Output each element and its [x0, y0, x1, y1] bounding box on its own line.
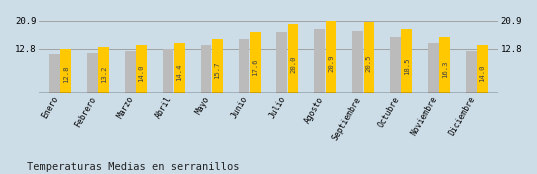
Bar	[87, 53, 98, 93]
Text: Temperaturas Medias en serranillos: Temperaturas Medias en serranillos	[27, 162, 240, 172]
Bar	[61, 49, 71, 93]
Text: 14.0: 14.0	[139, 64, 144, 82]
Bar	[402, 29, 412, 93]
Text: 15.7: 15.7	[214, 62, 220, 79]
Text: 20.9: 20.9	[328, 54, 334, 72]
Bar	[212, 39, 223, 93]
Bar	[136, 45, 147, 93]
Bar	[250, 32, 260, 93]
Bar	[466, 50, 476, 93]
Text: 20.5: 20.5	[366, 55, 372, 72]
Bar	[428, 44, 439, 93]
Bar	[288, 24, 299, 93]
Text: 13.2: 13.2	[100, 65, 107, 83]
Text: 14.4: 14.4	[177, 64, 183, 81]
Text: 16.3: 16.3	[441, 61, 448, 78]
Bar	[201, 45, 211, 93]
Bar	[174, 43, 185, 93]
Bar	[477, 45, 488, 93]
Bar	[390, 37, 401, 93]
Bar	[364, 22, 374, 93]
Bar	[238, 39, 249, 93]
Bar	[352, 31, 363, 93]
Bar	[125, 50, 135, 93]
Bar	[163, 49, 173, 93]
Text: 17.6: 17.6	[252, 59, 258, 76]
Bar	[314, 29, 325, 93]
Bar	[326, 21, 336, 93]
Bar	[98, 48, 109, 93]
Text: 14.0: 14.0	[480, 64, 485, 82]
Bar	[49, 54, 60, 93]
Bar	[277, 32, 287, 93]
Text: 12.8: 12.8	[63, 66, 69, 84]
Text: 20.0: 20.0	[290, 56, 296, 73]
Text: 18.5: 18.5	[404, 58, 410, 75]
Bar	[439, 37, 450, 93]
